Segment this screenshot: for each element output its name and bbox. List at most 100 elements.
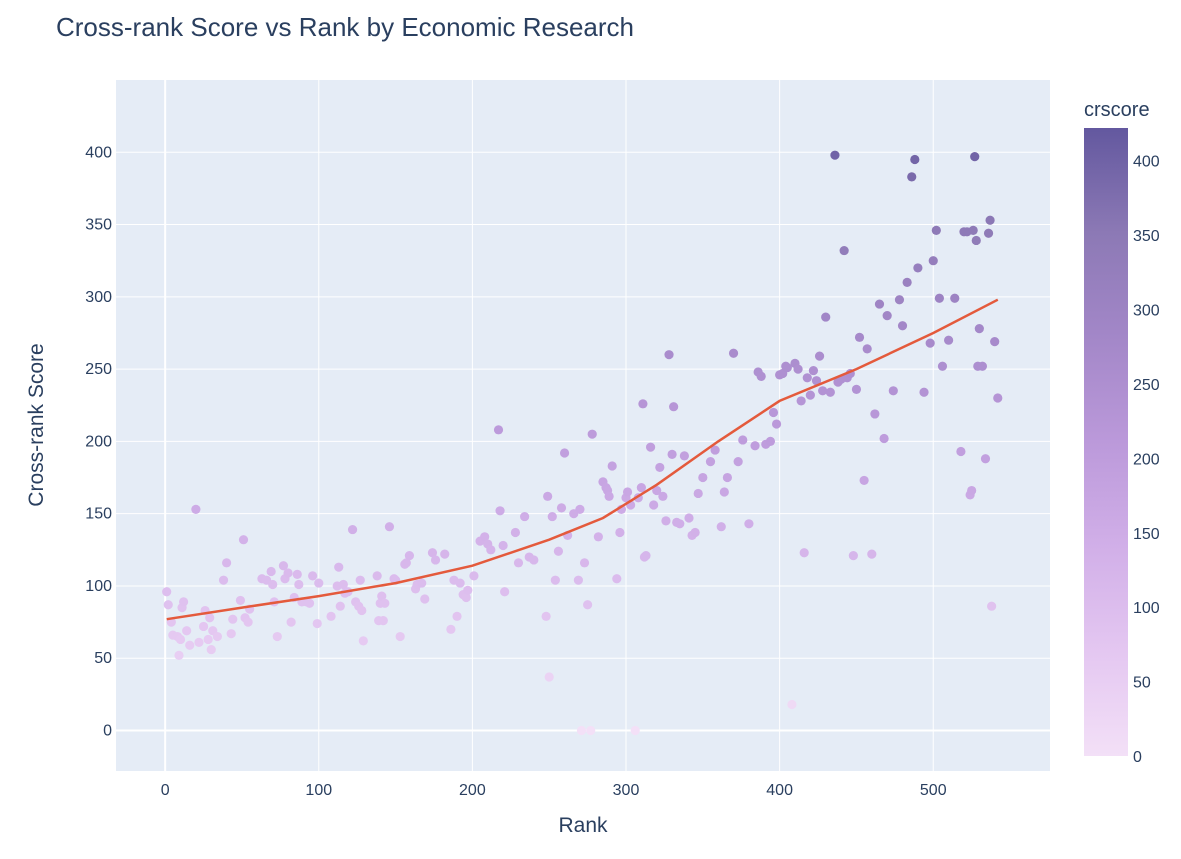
data-point: [698, 472, 708, 483]
data-point: [977, 361, 988, 371]
data-point: [756, 371, 766, 381]
data-point: [198, 621, 209, 632]
data-point: [529, 555, 539, 565]
data-point: [679, 451, 689, 461]
data-point: [808, 365, 819, 376]
data-point: [728, 348, 739, 358]
data-point: [690, 527, 700, 538]
data-point: [985, 215, 995, 225]
data-point: [541, 611, 551, 621]
data-point: [750, 441, 760, 451]
data-point: [243, 617, 253, 627]
data-point: [983, 228, 994, 238]
data-point: [956, 446, 966, 457]
data-point: [205, 613, 215, 623]
data-point: [222, 558, 232, 568]
data-point: [667, 449, 677, 460]
colorbar-tick-label: 400: [1133, 154, 1160, 171]
data-point: [547, 511, 557, 522]
data-point: [716, 522, 726, 532]
data-point: [649, 500, 659, 510]
colorbar-tick-label: 250: [1133, 377, 1160, 394]
data-point: [417, 578, 427, 588]
data-point: [607, 461, 617, 471]
data-point: [206, 644, 216, 655]
data-point: [587, 429, 597, 439]
data-point: [604, 491, 614, 501]
data-point: [664, 350, 674, 360]
data-point: [658, 491, 668, 501]
y-tick-label: 50: [94, 650, 112, 667]
data-point: [993, 393, 1003, 403]
data-point: [377, 591, 387, 601]
data-point: [641, 551, 651, 561]
data-point: [182, 626, 192, 636]
data-point: [493, 425, 504, 435]
data-point: [463, 585, 473, 595]
data-point: [910, 154, 920, 165]
data-point: [802, 373, 812, 383]
data-point: [967, 485, 977, 496]
x-tick-label: 0: [161, 782, 170, 799]
data-point: [226, 629, 236, 639]
data-point: [283, 568, 293, 578]
data-point: [420, 594, 430, 604]
data-point: [446, 624, 456, 634]
data-point: [950, 293, 960, 303]
data-point: [738, 435, 748, 445]
x-tick-label: 500: [920, 782, 947, 799]
data-point: [825, 387, 835, 397]
data-point: [358, 636, 368, 646]
data-point: [378, 616, 388, 626]
y-tick-label: 150: [85, 506, 112, 523]
data-point: [486, 545, 496, 555]
data-point: [401, 558, 411, 568]
data-point: [684, 513, 694, 523]
data-point: [308, 571, 318, 581]
colorbar: [1084, 128, 1128, 756]
data-point: [347, 524, 358, 535]
y-tick-label: 300: [85, 289, 112, 306]
y-tick-label: 250: [85, 361, 112, 378]
data-point: [612, 574, 622, 584]
data-point: [312, 618, 322, 629]
data-point: [645, 442, 656, 452]
data-point: [669, 402, 679, 412]
data-point: [575, 504, 585, 514]
grid-lines: [116, 80, 1050, 771]
data-point: [553, 546, 564, 556]
data-point: [185, 640, 195, 650]
data-point: [928, 256, 938, 266]
data-point: [925, 338, 935, 348]
plot-area: [116, 80, 1050, 771]
x-tick-label: 100: [305, 782, 332, 799]
data-point: [543, 491, 553, 501]
data-point: [622, 487, 633, 497]
x-axis-title: Rank: [558, 814, 608, 837]
data-point: [384, 522, 395, 532]
data-point: [879, 433, 889, 444]
data-point: [586, 725, 596, 736]
data-point: [990, 337, 1000, 347]
y-axis-title: Cross-rank Score: [25, 343, 48, 506]
data-point: [913, 263, 923, 273]
data-point: [851, 384, 862, 394]
data-point: [874, 299, 885, 309]
data-point: [212, 631, 222, 642]
data-point: [440, 549, 450, 559]
data-point: [238, 535, 249, 545]
data-point: [830, 150, 840, 160]
data-point: [934, 293, 944, 303]
data-point: [162, 587, 172, 597]
data-points: [162, 150, 1003, 736]
data-point: [520, 511, 530, 522]
data-point: [768, 407, 779, 418]
data-point: [544, 672, 554, 682]
data-point: [191, 504, 201, 514]
data-point: [968, 225, 978, 235]
data-point: [744, 519, 754, 529]
data-point: [461, 592, 471, 603]
data-point: [870, 409, 880, 419]
data-point: [573, 575, 583, 585]
